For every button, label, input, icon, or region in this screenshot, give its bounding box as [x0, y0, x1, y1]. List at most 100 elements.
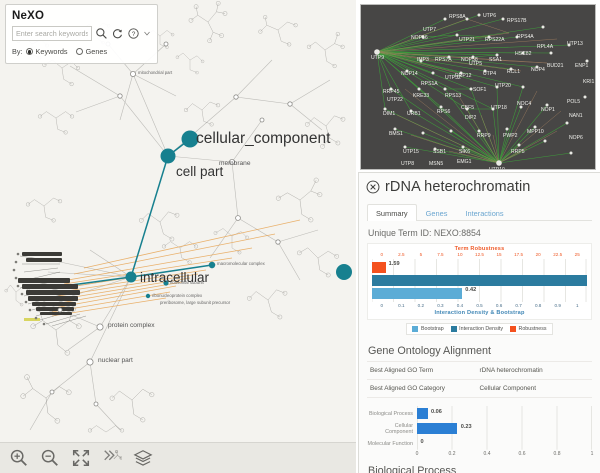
term-title: rDNA heterochromatin — [385, 179, 531, 195]
svg-text:NOP58: NOP58 — [461, 57, 478, 63]
svg-text:KRE33: KRE33 — [413, 93, 429, 99]
bar-interaction-density[interactable] — [372, 275, 587, 286]
svg-text:RPS13: RPS13 — [445, 93, 461, 99]
svg-text:SIK6: SIK6 — [459, 149, 470, 155]
svg-text:UTP7: UTP7 — [423, 27, 436, 33]
chart-top-axis-title: Term Robustness — [454, 246, 505, 252]
tab-genes[interactable]: Genes — [425, 209, 448, 218]
close-circle-icon[interactable] — [366, 180, 380, 194]
tab-summary[interactable]: Summary — [367, 204, 417, 221]
svg-text:NOC4: NOC4 — [517, 101, 531, 107]
graph-label-ribosomal-subunit: ribosomal subunit — [170, 280, 204, 285]
zoom-out-icon[interactable] — [40, 448, 60, 468]
svg-text:UTP9: UTP9 — [371, 55, 384, 61]
svg-text:MPP10: MPP10 — [527, 129, 544, 135]
selected-nodes[interactable] — [125, 130, 353, 299]
svg-text:RPS7A: RPS7A — [435, 57, 452, 63]
go-bar-row-molecular-function[interactable]: Molecular Function 0 — [367, 436, 592, 451]
svg-text:ENP1: ENP1 — [575, 63, 588, 69]
ontology-tree-svg[interactable] — [0, 0, 356, 473]
graph-label-membrane: membrane — [219, 160, 251, 167]
table-row: Best Aligned GO Term rDNA heterochromati… — [367, 362, 592, 380]
svg-text:RRP12: RRP12 — [455, 73, 472, 79]
go-alignment-table: Best Aligned GO Term rDNA heterochromati… — [367, 361, 592, 398]
chevron-down-icon[interactable] — [143, 27, 151, 40]
svg-text:DIP2: DIP2 — [465, 115, 476, 121]
bar-robustness[interactable]: 1.59 — [372, 261, 400, 273]
go-bar-track: 0.23 — [417, 421, 592, 436]
gene-labels: UTP9 UTP10 RPS8A UTP6 RPS17B UTP7 UTP21 RPS22… — [371, 13, 594, 169]
bar-bootstrap[interactable]: 0.42 — [372, 287, 476, 299]
refresh-icon[interactable] — [111, 27, 124, 40]
tick-label: 0 — [380, 303, 384, 308]
go-bar-label-molecular-function: Molecular Function — [367, 440, 413, 447]
svg-text:CBF5: CBF5 — [461, 105, 474, 111]
chart-bottom-axis-title: Interaction Density & Bootstrap — [434, 310, 525, 316]
search-icon[interactable] — [95, 27, 108, 40]
tick-label: 1 — [590, 451, 594, 457]
go-alignment-title: Gene Ontology Alignment — [368, 345, 492, 357]
svg-text:NOP1: NOP1 — [541, 107, 555, 113]
svg-text:UTP20: UTP20 — [495, 83, 511, 89]
term-detail-panel: rDNA heterochromatin Summary Genes Inter… — [358, 172, 600, 473]
svg-text:UTP13: UTP13 — [567, 41, 583, 47]
chart-bottom-ticks: 0 0.1 0.2 0.3 0.4 0.5 0.6 0.7 0.8 0.9 1 — [372, 303, 587, 310]
svg-text:RRP45: RRP45 — [383, 89, 400, 95]
svg-text:UTP15: UTP15 — [403, 149, 419, 155]
tree-nodes[interactable] — [49, 41, 293, 407]
layers-icon[interactable] — [133, 448, 153, 468]
tick-label: 0.4 — [456, 303, 464, 308]
tab-interactions[interactable]: Interactions — [465, 209, 504, 218]
dense-gene-cluster — [12, 252, 87, 327]
help-icon[interactable]: ? — [127, 27, 140, 40]
svg-text:RRP5: RRP5 — [511, 149, 525, 155]
legend-item-bootstrap[interactable]: Bootstrap — [412, 326, 444, 332]
ontology-network-panel[interactable]: cellular_component cell part intracellul… — [0, 0, 356, 473]
go-row-key: Best Aligned GO Term — [370, 367, 434, 374]
tick-label: 0.4 — [483, 451, 491, 457]
detail-header: rDNA heterochromatin — [359, 173, 600, 197]
gene-nodes[interactable] — [374, 13, 589, 166]
radio-keywords[interactable] — [25, 48, 33, 55]
tick-label: 10 — [457, 252, 463, 257]
fit-screen-icon[interactable] — [71, 448, 91, 468]
tick-label: 0 — [380, 252, 384, 257]
go-bar-cellular-component — [417, 423, 458, 434]
svg-text:NOP56: NOP56 — [411, 35, 428, 41]
svg-text:IMP3: IMP3 — [417, 57, 429, 63]
node-intracellular — [125, 271, 137, 283]
svg-text:BUD21: BUD21 — [547, 63, 564, 69]
node-cell-part — [160, 148, 176, 164]
tick-label: 0.6 — [518, 451, 526, 457]
svg-text:BMS1: BMS1 — [389, 131, 403, 137]
graph-label-macromolecular-complex: macromolecular complex — [217, 261, 265, 266]
zoom-in-icon[interactable] — [9, 448, 29, 468]
legend-item-interaction-density[interactable]: Interaction Density — [450, 326, 503, 332]
collapse-icon[interactable] — [102, 448, 122, 468]
unique-term-id: Unique Term ID: NEXO:8854 — [368, 228, 481, 238]
radio-genes[interactable] — [75, 48, 83, 55]
go-bar-row-cellular-component[interactable]: Cellular Component 0.23 — [367, 421, 592, 436]
node-cellular-component — [181, 130, 199, 148]
search-input[interactable] — [12, 26, 92, 41]
gene-network-svg[interactable]: UTP9 UTP10 RPS8A UTP6 RPS17B UTP7 UTP21 RPS22… — [361, 5, 596, 170]
chart-plot-area: 1.59 0.42 — [372, 259, 587, 303]
go-alignment-chart: Biological Process 0.06 Cellular Compone… — [367, 406, 594, 459]
svg-text:NOP14: NOP14 — [401, 71, 418, 77]
detail-tabs: Summary Genes Interactions — [367, 203, 592, 221]
tick-label: 0.9 — [554, 303, 561, 308]
go-bar-row-biological-process[interactable]: Biological Process 0.06 — [367, 406, 592, 421]
svg-text:UTP4: UTP4 — [483, 71, 496, 77]
legend-item-robustness[interactable]: Robustness — [510, 326, 547, 332]
svg-text:DIM1: DIM1 — [383, 111, 395, 117]
go-bar-biological-process — [417, 408, 428, 419]
svg-text:RPL4A: RPL4A — [537, 44, 554, 50]
tick-label: 22.5 — [553, 252, 563, 257]
svg-text:UTP6: UTP6 — [483, 13, 496, 19]
search-mode-row: By: Keywords Genes — [12, 47, 151, 56]
node-ribonucleoprotein-complex — [145, 293, 151, 299]
tick-label: 0.5 — [476, 303, 483, 308]
metrics-chart: Term Robustness 0 2.5 5 7.5 10 12.5 15 17.5 20 22… — [367, 243, 592, 320]
gene-interaction-network-panel[interactable]: UTP9 UTP10 RPS8A UTP6 RPS17B UTP7 UTP21 RPS22… — [360, 4, 596, 170]
svg-text:RPS4A: RPS4A — [517, 34, 534, 40]
